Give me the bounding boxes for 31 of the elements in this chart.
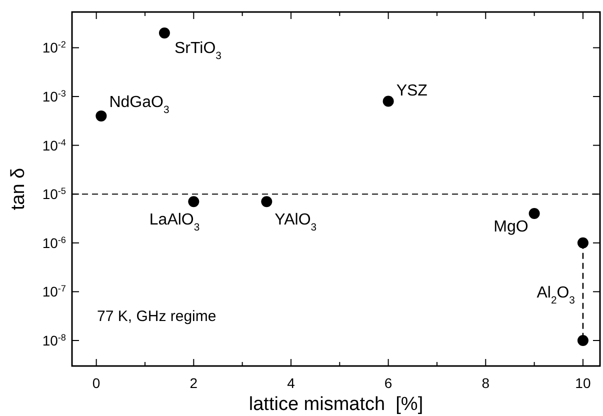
point [96, 110, 107, 122]
point [382, 96, 394, 107]
point [188, 196, 200, 208]
annotation: Al$_{2}$O$_{3}$ [536, 284, 576, 306]
y-axis-title: tan δ [8, 168, 29, 210]
annotation: LaAlO$_{3}$ [149, 212, 200, 234]
y-tick-label: 10$^{-2}$ [42, 40, 66, 56]
x-tick-label: 10 [575, 375, 591, 391]
annotation: 77 K, GHz regime [97, 308, 216, 325]
x-axis-title: lattice mismatch [%] [248, 394, 424, 415]
y-tick-label: 10$^{-7}$ [42, 284, 66, 300]
x-tick-label: 8 [482, 375, 490, 391]
point [528, 208, 540, 220]
x-tick-label: 6 [384, 375, 392, 391]
x-tick-label: 2 [190, 375, 198, 391]
point [261, 196, 272, 208]
annotation: NdGaO$_{3}$ [109, 94, 170, 116]
annotation: YSZ [396, 82, 428, 100]
point [577, 334, 588, 346]
point [577, 237, 588, 248]
y-tick-label: 10$^{-5}$ [42, 186, 66, 202]
x-tick-label: 4 [287, 375, 296, 391]
point [158, 28, 170, 39]
y-tick-label: 10$^{-3}$ [42, 88, 66, 105]
y-tick-label: 10$^{-8}$ [42, 332, 66, 348]
annotation: MgO [494, 218, 528, 236]
y-tick-label: 10$^{-6}$ [42, 234, 66, 251]
y-tick-label: 10$^{-4}$ [42, 137, 66, 154]
annotation: YAlO$_{3}$ [274, 212, 317, 234]
x-tick-label: 0 [92, 375, 100, 391]
annotation: SrTiO$_{3}$ [174, 40, 222, 62]
